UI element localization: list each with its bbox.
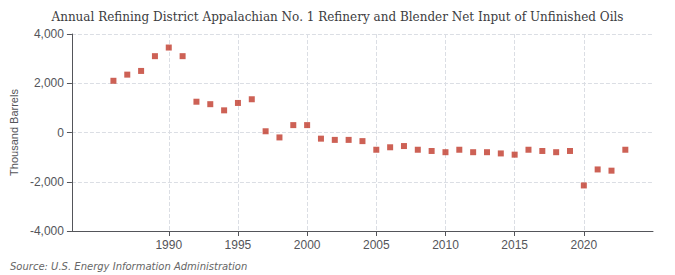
svg-text:Thousand Barrels: Thousand Barrels	[8, 89, 20, 176]
svg-text:2005: 2005	[363, 238, 390, 252]
svg-text:2015: 2015	[501, 238, 528, 252]
svg-text:Annual Refining District Appal: Annual Refining District Appalachian No.…	[50, 10, 623, 24]
svg-text:0: 0	[57, 126, 64, 140]
svg-text:2010: 2010	[432, 238, 459, 252]
svg-text:1995: 1995	[225, 238, 252, 252]
svg-text:-4,000: -4,000	[30, 224, 64, 238]
svg-text:4,000: 4,000	[34, 27, 64, 41]
svg-text:2,000: 2,000	[34, 76, 64, 90]
svg-text:2000: 2000	[294, 238, 321, 252]
svg-text:2020: 2020	[570, 238, 597, 252]
svg-text:-2,000: -2,000	[30, 175, 64, 189]
svg-text:Source: U.S. Energy Informatio: Source: U.S. Energy Information Administ…	[10, 261, 247, 272]
svg-text:1990: 1990	[155, 238, 182, 252]
